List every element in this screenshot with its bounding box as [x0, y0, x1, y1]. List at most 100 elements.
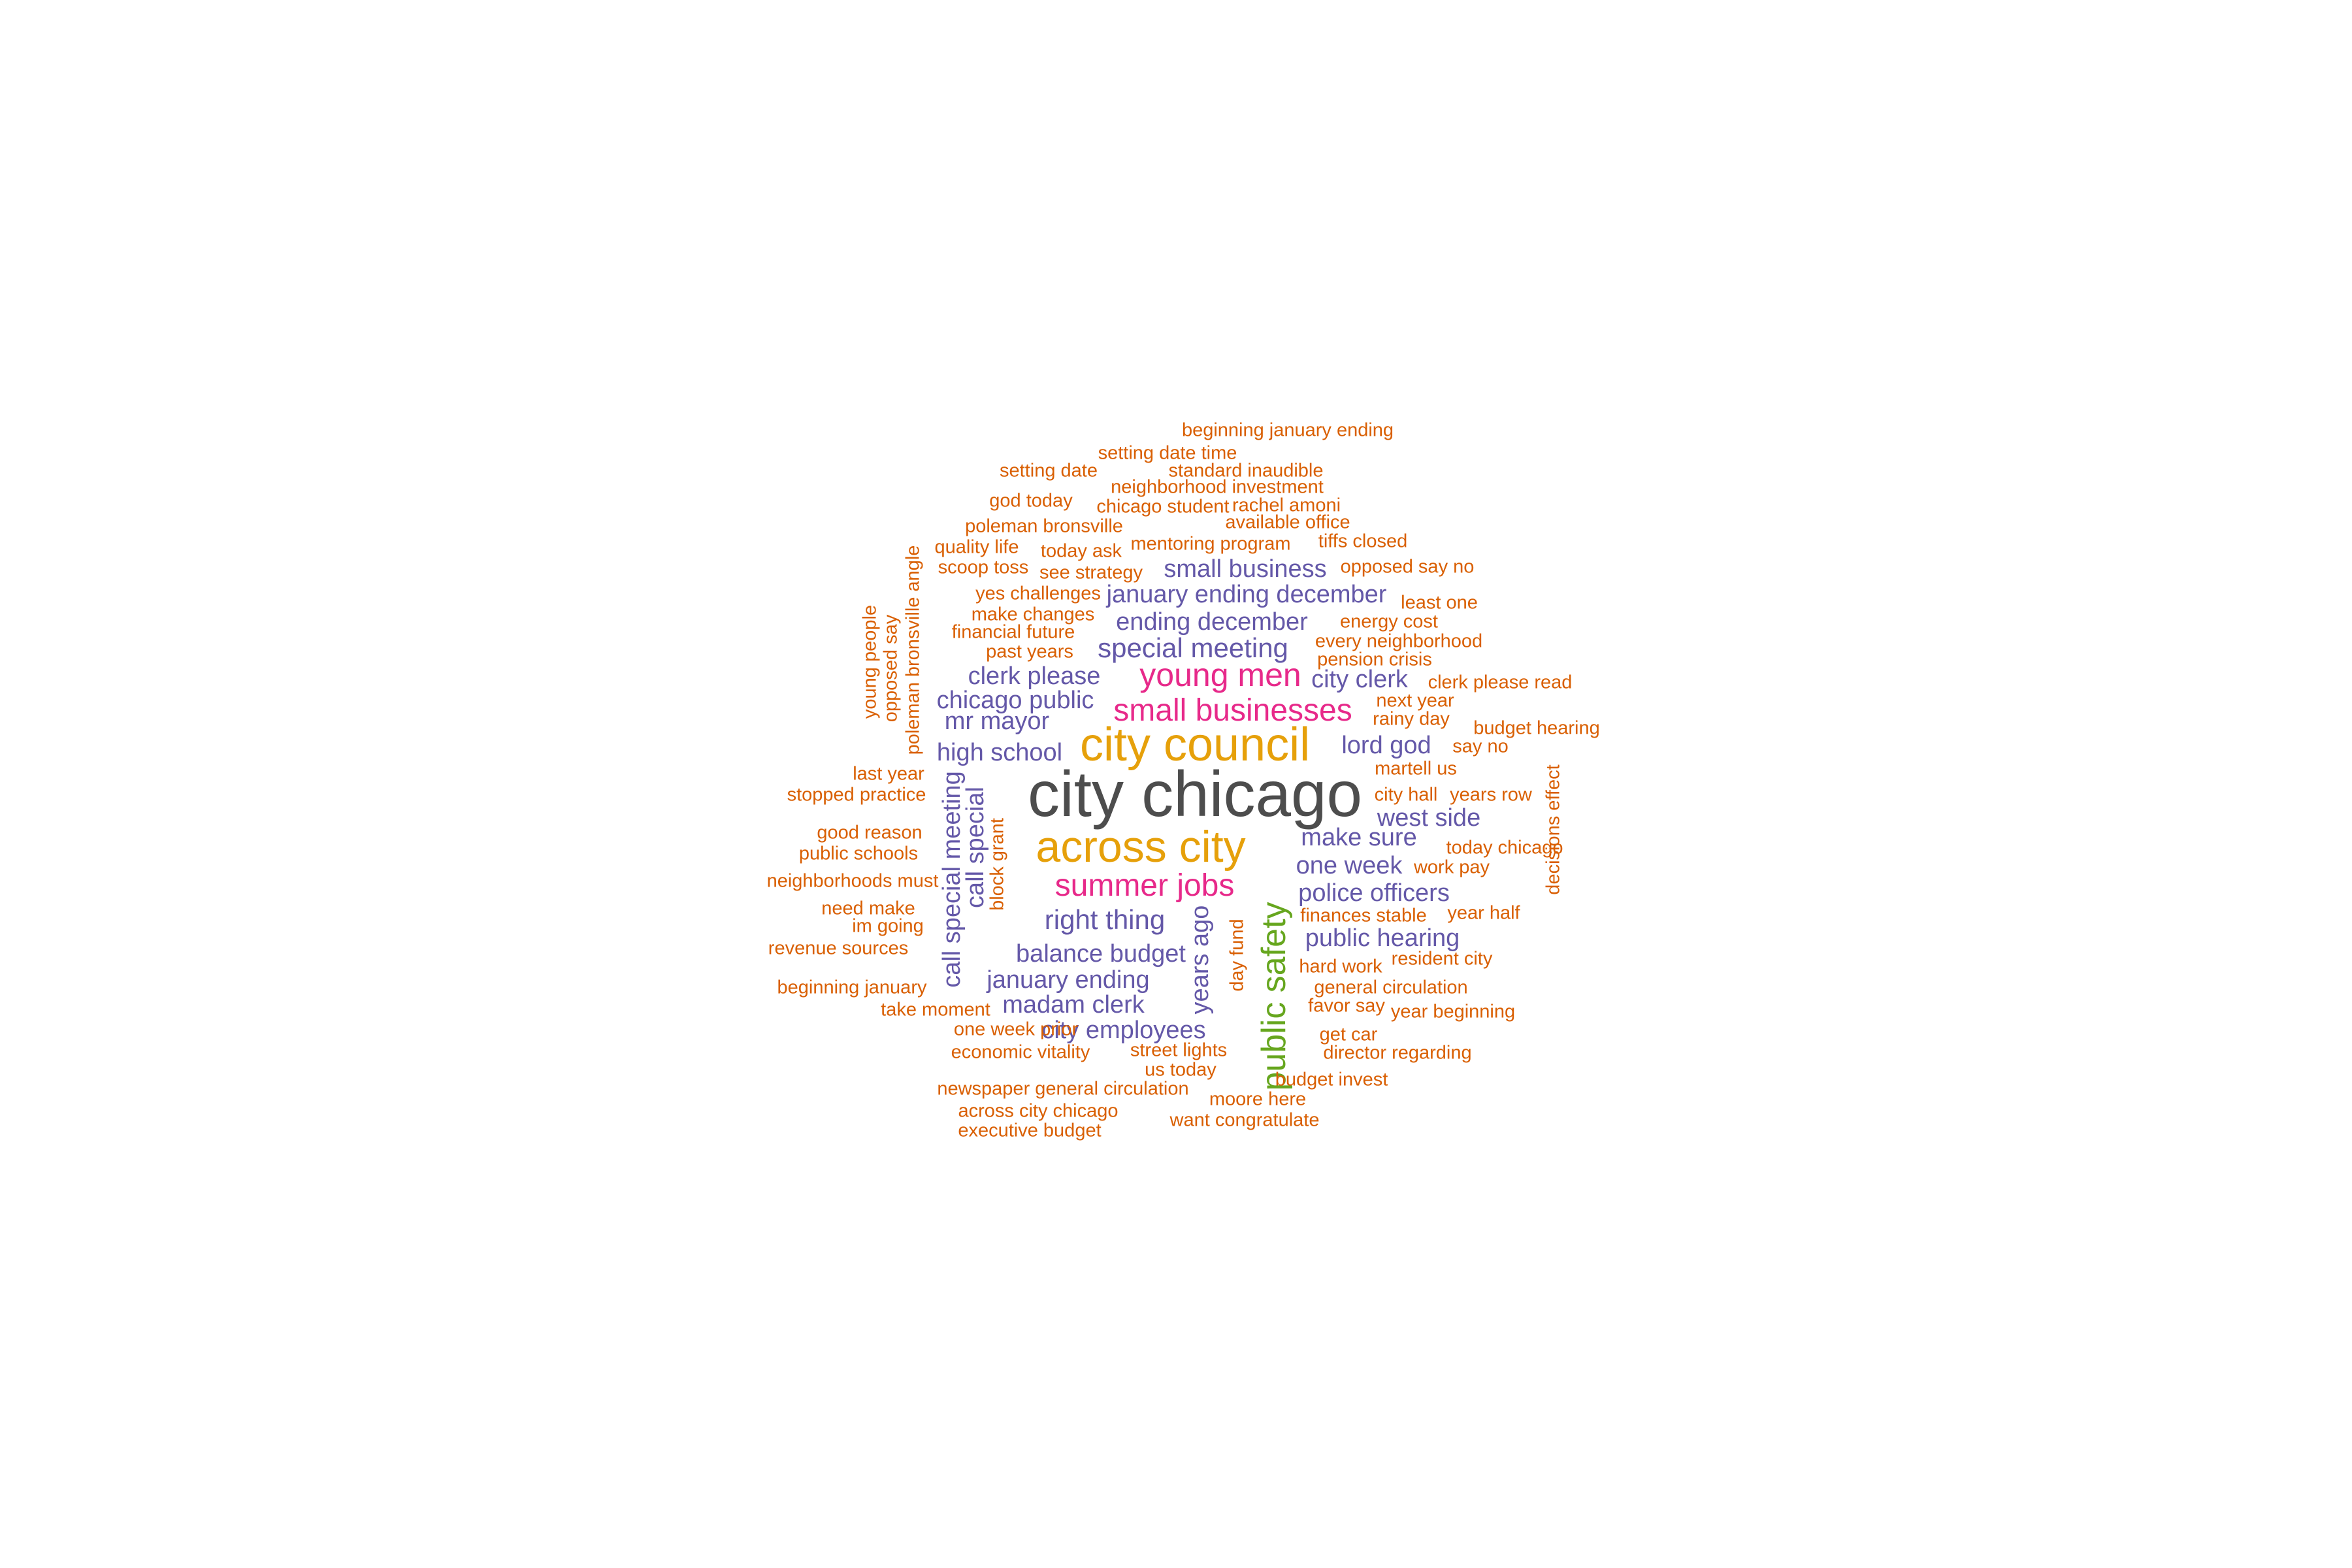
cloud-word: city hall	[1374, 784, 1438, 806]
cloud-word: god today	[989, 490, 1073, 512]
cloud-word: public schools	[798, 843, 919, 864]
cloud-word: yes challenges	[975, 583, 1101, 604]
cloud-word: ending december	[1116, 608, 1308, 636]
cloud-word: rainy day	[1373, 708, 1450, 730]
cloud-word: energy cost	[1340, 611, 1438, 632]
cloud-word: small business	[1164, 555, 1327, 583]
cloud-word: clerk please	[968, 662, 1101, 690]
cloud-word: hard work	[1299, 956, 1382, 977]
cloud-word: next year	[1376, 690, 1454, 711]
cloud-word: years row	[1450, 784, 1532, 806]
cloud-word: across city	[1036, 822, 1246, 872]
cloud-word: call special	[962, 787, 989, 908]
cloud-word: director regarding	[1323, 1042, 1472, 1064]
cloud-word: least one	[1401, 592, 1478, 613]
cloud-word: stopped practice	[787, 784, 926, 806]
cloud-word: finances stable	[1300, 905, 1427, 926]
cloud-word: make sure	[1301, 824, 1417, 851]
cloud-word: one week	[1296, 852, 1403, 879]
cloud-word: city council	[1079, 719, 1311, 771]
cloud-word: chicago public	[936, 687, 1094, 714]
cloud-word: newspaper general circulation	[937, 1078, 1189, 1100]
cloud-word: city employees	[1041, 1017, 1206, 1044]
cloud-word: mentoring program	[1130, 533, 1291, 555]
cloud-word: summer jobs	[1054, 868, 1235, 903]
cloud-word: poleman bronsville angle	[902, 545, 924, 755]
cloud-word: lord god	[1341, 732, 1431, 759]
cloud-word: last year	[853, 763, 924, 785]
cloud-word: tiffs closed	[1318, 531, 1408, 552]
cloud-word: say no	[1452, 736, 1509, 757]
cloud-word: madam clerk	[1002, 991, 1145, 1019]
cloud-word: every neighborhood	[1315, 630, 1483, 652]
cloud-word: executive budget	[958, 1120, 1102, 1141]
cloud-word: clerk please read	[1428, 672, 1573, 693]
cloud-word: financial future	[951, 621, 1075, 643]
cloud-word: decisions effect	[1543, 764, 1564, 895]
cloud-word: west side	[1377, 804, 1481, 832]
cloud-word: us today	[1145, 1059, 1217, 1081]
cloud-word: public safety	[1255, 902, 1293, 1091]
cloud-word: special meeting	[1098, 632, 1288, 663]
cloud-word: one week prior	[953, 1019, 1079, 1040]
cloud-word: beginning january	[777, 977, 927, 998]
cloud-word: mr mayor	[944, 708, 1050, 735]
cloud-word: economic vitality	[951, 1041, 1090, 1063]
cloud-word: pension crisis	[1317, 649, 1432, 670]
cloud-word: available office	[1225, 512, 1350, 533]
cloud-word: work pay	[1413, 857, 1490, 878]
cloud-word: beginning january ending	[1181, 419, 1394, 441]
cloud-word: budget hearing	[1473, 717, 1600, 739]
cloud-word: resident city	[1391, 948, 1493, 970]
cloud-word: balance budget	[1016, 940, 1186, 968]
cloud-word: city clerk	[1311, 666, 1408, 693]
cloud-word: want congratulate	[1169, 1109, 1320, 1131]
cloud-word: city chicago	[1027, 758, 1363, 830]
cloud-word: opposed say	[880, 614, 902, 723]
cloud-word: street lights	[1130, 1039, 1228, 1061]
cloud-word: across city chicago	[958, 1100, 1119, 1122]
cloud-word: right thing	[1044, 904, 1166, 935]
cloud-word: rachel amoni	[1232, 495, 1341, 516]
cloud-word: standard inaudible	[1168, 460, 1324, 482]
cloud-word: martell us	[1375, 758, 1457, 779]
cloud-word: good reason	[817, 822, 923, 843]
cloud-word: public hearing	[1305, 924, 1460, 952]
cloud-word: need make	[821, 898, 915, 919]
cloud-word: quality life	[934, 536, 1019, 558]
cloud-word: opposed say no	[1340, 556, 1475, 578]
cloud-word: today ask	[1040, 540, 1122, 562]
cloud-word: favor say	[1308, 995, 1385, 1017]
cloud-word: poleman bronsville	[965, 515, 1123, 537]
cloud-word: see strategy	[1039, 562, 1143, 583]
cloud-word: im going	[852, 915, 924, 937]
cloud-word: call special meeting	[938, 771, 966, 988]
cloud-word: get car	[1319, 1024, 1378, 1045]
cloud-word: small businesses	[1113, 693, 1352, 728]
cloud-word: general circulation	[1314, 977, 1468, 998]
cloud-word: revenue sources	[768, 938, 909, 959]
cloud-word: young men	[1139, 657, 1301, 693]
cloud-word: scoop toss	[938, 557, 1029, 578]
cloud-word: high school	[936, 739, 1063, 766]
cloud-word: year beginning	[1390, 1001, 1516, 1022]
cloud-word: january ending december	[1106, 581, 1387, 608]
cloud-word: year half	[1447, 902, 1520, 924]
cloud-word: day fund	[1226, 919, 1248, 992]
cloud-word: young people	[859, 604, 881, 719]
cloud-word: chicago student	[1096, 496, 1230, 517]
cloud-word: january ending	[987, 966, 1150, 994]
cloud-word: block grant	[987, 818, 1008, 911]
cloud-word: setting date time	[1098, 442, 1237, 464]
cloud-word: neighborhood investment	[1111, 476, 1324, 498]
cloud-word: budget invest	[1275, 1069, 1388, 1090]
cloud-word: setting date	[1000, 460, 1098, 482]
cloud-word: today chicago	[1446, 837, 1563, 858]
cloud-word: take moment	[881, 999, 990, 1021]
cloud-word: police officers	[1298, 879, 1450, 907]
cloud-word: moore here	[1209, 1088, 1307, 1110]
cloud-word: neighborhoods must	[766, 870, 939, 892]
cloud-word: make changes	[971, 604, 1095, 625]
cloud-word: years ago	[1186, 905, 1214, 1015]
